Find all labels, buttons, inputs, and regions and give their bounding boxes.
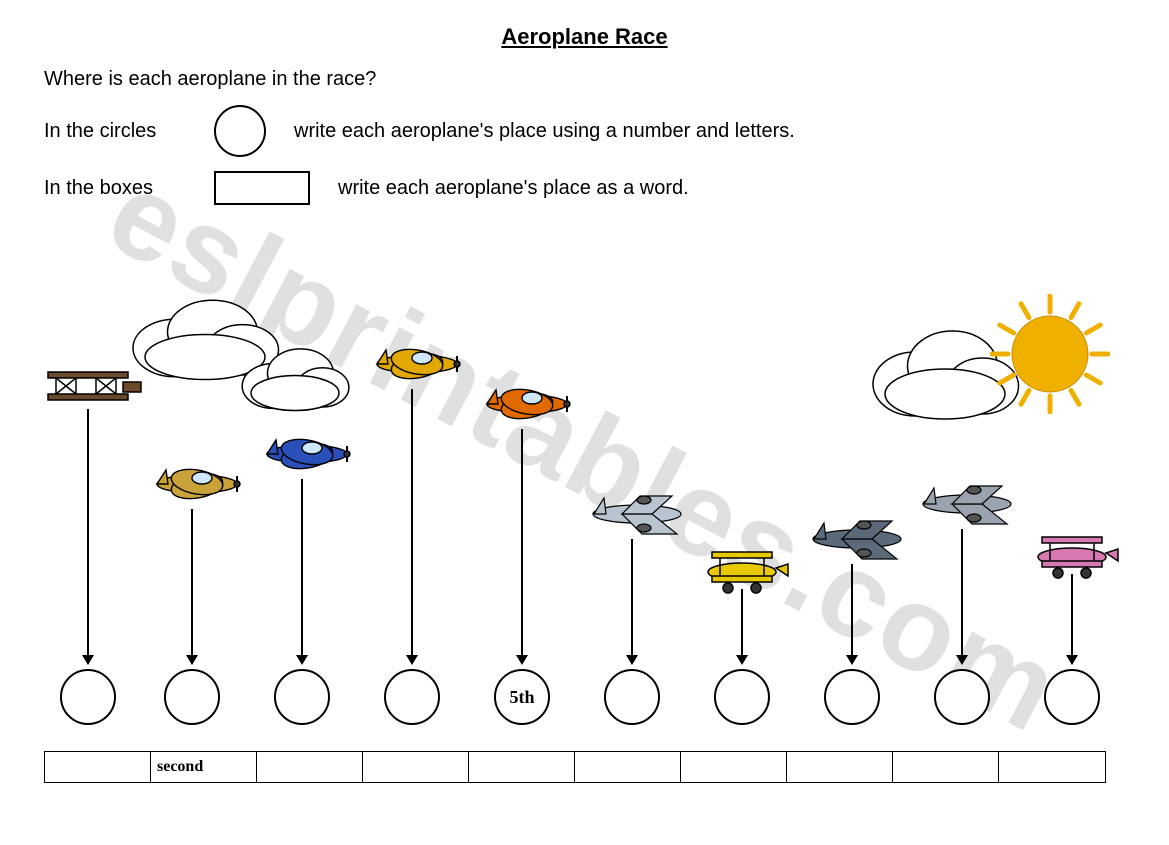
arrow-icon [182,509,202,665]
demo-box-icon [214,171,310,205]
arrow-icon [1062,574,1082,665]
arrow-icon [402,389,422,665]
ordinal-circle-input[interactable] [60,669,116,725]
ordinal-word-input[interactable] [999,752,1105,782]
box-instruction-row: In the boxes write each aeroplane's plac… [44,171,1169,205]
ordinal-word-input[interactable] [787,752,893,782]
ordinal-circle-input[interactable] [714,669,770,725]
ordinal-word-input[interactable] [257,752,363,782]
ordinal-word-input[interactable] [681,752,787,782]
ordinal-word-input[interactable]: second [151,752,257,782]
question-text: Where is each aeroplane in the race? [44,68,1169,91]
ordinal-word-input[interactable] [893,752,999,782]
ordinal-word-input[interactable] [45,752,151,782]
ordinal-word-input[interactable] [575,752,681,782]
circle-label: In the circles [44,120,214,143]
circle-instruction: write each aeroplane's place using a num… [294,120,795,143]
ordinal-circle-input[interactable] [934,669,990,725]
box-instruction: write each aeroplane's place as a word. [338,177,689,200]
sun-icon [990,294,1110,419]
ordinal-circle-input[interactable] [274,669,330,725]
box-label: In the boxes [44,177,214,200]
word-boxes-row: second [44,751,1106,783]
page-title: Aeroplane Race [0,24,1169,50]
ordinal-word-input[interactable] [363,752,469,782]
demo-circle-icon [214,105,266,157]
arrow-icon [78,409,98,665]
arrow-icon [952,529,972,665]
circle-instruction-row: In the circles write each aeroplane's pl… [44,105,1169,157]
arrow-icon [622,539,642,665]
ordinal-circle-input[interactable] [1044,669,1100,725]
arrow-icon [512,429,532,665]
arrow-icon [292,479,312,665]
arrow-icon [732,589,752,665]
ordinal-circle-input[interactable] [824,669,880,725]
ordinal-circle-input[interactable] [604,669,660,725]
ordinal-word-input[interactable] [469,752,575,782]
worksheet-page: eslprintables.com Aeroplane Race Where i… [0,24,1169,845]
ordinal-circle-input[interactable] [164,669,220,725]
ordinal-circle-input[interactable] [384,669,440,725]
cloud-icon [240,344,350,419]
arrow-icon [842,564,862,665]
ordinal-circle-input[interactable]: 5th [494,669,550,725]
